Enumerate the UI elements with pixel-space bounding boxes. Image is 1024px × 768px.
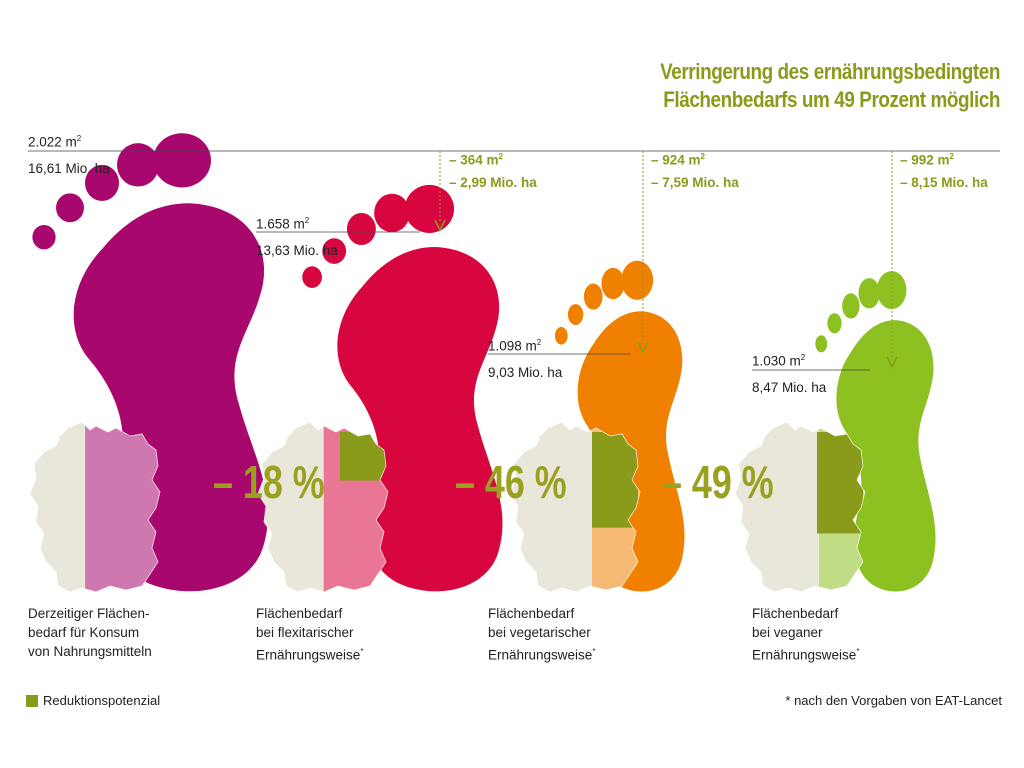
germany-map-current: [29, 421, 161, 593]
germany-map-vegan: [734, 421, 866, 593]
label-flexitarian-line-2: bei flexitarischer: [256, 625, 354, 640]
saving-vegetarian: – 924 m2 – 7,59 Mio. ha: [651, 146, 739, 194]
reduction-flexitarian: – 18 %: [213, 456, 325, 508]
value-current-m2: 2.022 m2: [28, 134, 82, 150]
footprint-current: [32, 133, 268, 592]
label-vegan-line-3: Ernährungsweise*: [752, 647, 860, 663]
saving-vegetarian-ha: – 7,59 Mio. ha: [651, 174, 739, 190]
value-vegan-m2: 1.030 m2: [752, 353, 806, 369]
value-flexitarian: 1.658 m2 13,63 Mio. ha: [256, 208, 338, 264]
toe-current-3: [85, 164, 119, 202]
label-vegetarian-line-2: bei vegetarischer: [488, 625, 591, 640]
saving-vegan-m2: – 992 m2: [900, 152, 954, 168]
label-flexitarian-line-1: Flächenbedarf: [256, 606, 343, 621]
footnote: * nach den Vorgaben von EAT-Lancet: [785, 693, 1002, 708]
value-vegan-ha: 8,47 Mio. ha: [752, 379, 827, 395]
toe-vegan-1: [876, 271, 907, 310]
label-vegan-line-1: Flächenbedarf: [752, 606, 839, 621]
saving-flexitarian: – 364 m2 – 2,99 Mio. ha: [449, 146, 537, 194]
title-line-1: Verringerung des ernährungsbedingten: [660, 59, 1000, 84]
toe-vegan-2: [858, 278, 880, 309]
label-vegan: Flächenbedarf bei veganer Ernährungsweis…: [752, 604, 859, 665]
toe-vegan-3: [842, 293, 860, 319]
toe-flexitarian-2: [374, 193, 410, 233]
legend-label: Reduktionspotenzial: [43, 693, 161, 708]
toe-flexitarian-5: [302, 266, 322, 288]
saving-flexitarian-m2: – 364 m2: [449, 152, 503, 168]
label-vegan-line-2: bei veganer: [752, 625, 823, 640]
germany-map-vegetarian: [509, 421, 641, 593]
footprint-flexitarian: [302, 184, 503, 592]
label-vegetarian-line-1: Flächenbedarf: [488, 606, 575, 621]
value-flexitarian-m2: 1.658 m2: [256, 216, 310, 232]
label-current-line-2: bedarf für Konsum: [28, 625, 140, 640]
saving-vegan-ha: – 8,15 Mio. ha: [900, 174, 988, 190]
saving-arrowhead-vegetarian: [637, 341, 649, 354]
value-vegetarian-ha: 9,03 Mio. ha: [488, 364, 563, 380]
title-line-2: Flächenbedarfs um 49 Prozent möglich: [663, 87, 1000, 112]
saving-flexitarian-ha: – 2,99 Mio. ha: [449, 174, 537, 190]
legend: Reduktionspotenzial: [26, 693, 160, 708]
chart-title: Verringerung des ernährungsbedingten Flä…: [553, 58, 1000, 114]
value-vegetarian-m2: 1.098 m2: [488, 338, 542, 354]
label-flexitarian: Flächenbedarf bei flexitarischer Ernähru…: [256, 604, 363, 665]
footprint-vegan: [815, 271, 936, 592]
toe-flexitarian-3: [346, 212, 376, 246]
map-usage-current: [85, 422, 160, 592]
saving-vegan: – 992 m2 – 8,15 Mio. ha: [900, 146, 988, 194]
toe-current-5: [32, 224, 56, 250]
toe-flexitarian-4: [322, 238, 347, 264]
value-current: 2.022 m2 16,61 Mio. ha: [28, 126, 110, 182]
toe-vegetarian-4: [567, 304, 584, 325]
saving-vegetarian-m2: – 924 m2: [651, 152, 705, 168]
toe-vegan-4: [827, 313, 842, 334]
toe-vegetarian-2: [601, 267, 625, 300]
value-flexitarian-ha: 13,63 Mio. ha: [256, 242, 338, 258]
map-reduction-vegan: [817, 432, 863, 534]
toe-vegan-5: [815, 335, 828, 353]
toe-vegetarian-1: [621, 260, 654, 300]
saving-arrowhead-vegan: [886, 356, 898, 369]
label-flexitarian-line-3: Ernährungsweise*: [256, 647, 364, 663]
reduction-vegan: – 49 %: [662, 456, 774, 508]
map-reduction-vegetarian: [592, 432, 638, 528]
label-vegetarian: Flächenbedarf bei vegetarischer Ernährun…: [488, 604, 595, 665]
reduction-vegetarian: – 46 %: [455, 456, 567, 508]
label-current: Derzeitiger Flächen- bedarf für Konsum v…: [28, 604, 152, 661]
toe-current-2: [117, 143, 159, 187]
value-vegetarian: 1.098 m2 9,03 Mio. ha: [488, 330, 562, 386]
toe-current-1: [153, 133, 211, 188]
toe-vegetarian-3: [583, 283, 603, 310]
footprint-vegetarian: [554, 260, 685, 592]
value-current-ha: 16,61 Mio. ha: [28, 160, 110, 176]
toe-current-4: [56, 193, 84, 223]
toe-vegetarian-5: [554, 326, 568, 345]
toe-flexitarian-1: [404, 184, 455, 234]
label-current-line-3: von Nahrungsmitteln: [28, 644, 152, 659]
saving-arrowhead-flexitarian: [434, 219, 446, 232]
label-current-line-1: Derzeitiger Flächen-: [28, 606, 150, 621]
legend-swatch: [26, 694, 38, 707]
value-vegan: 1.030 m2 8,47 Mio. ha: [752, 345, 826, 401]
label-vegetarian-line-3: Ernährungsweise*: [488, 647, 596, 663]
